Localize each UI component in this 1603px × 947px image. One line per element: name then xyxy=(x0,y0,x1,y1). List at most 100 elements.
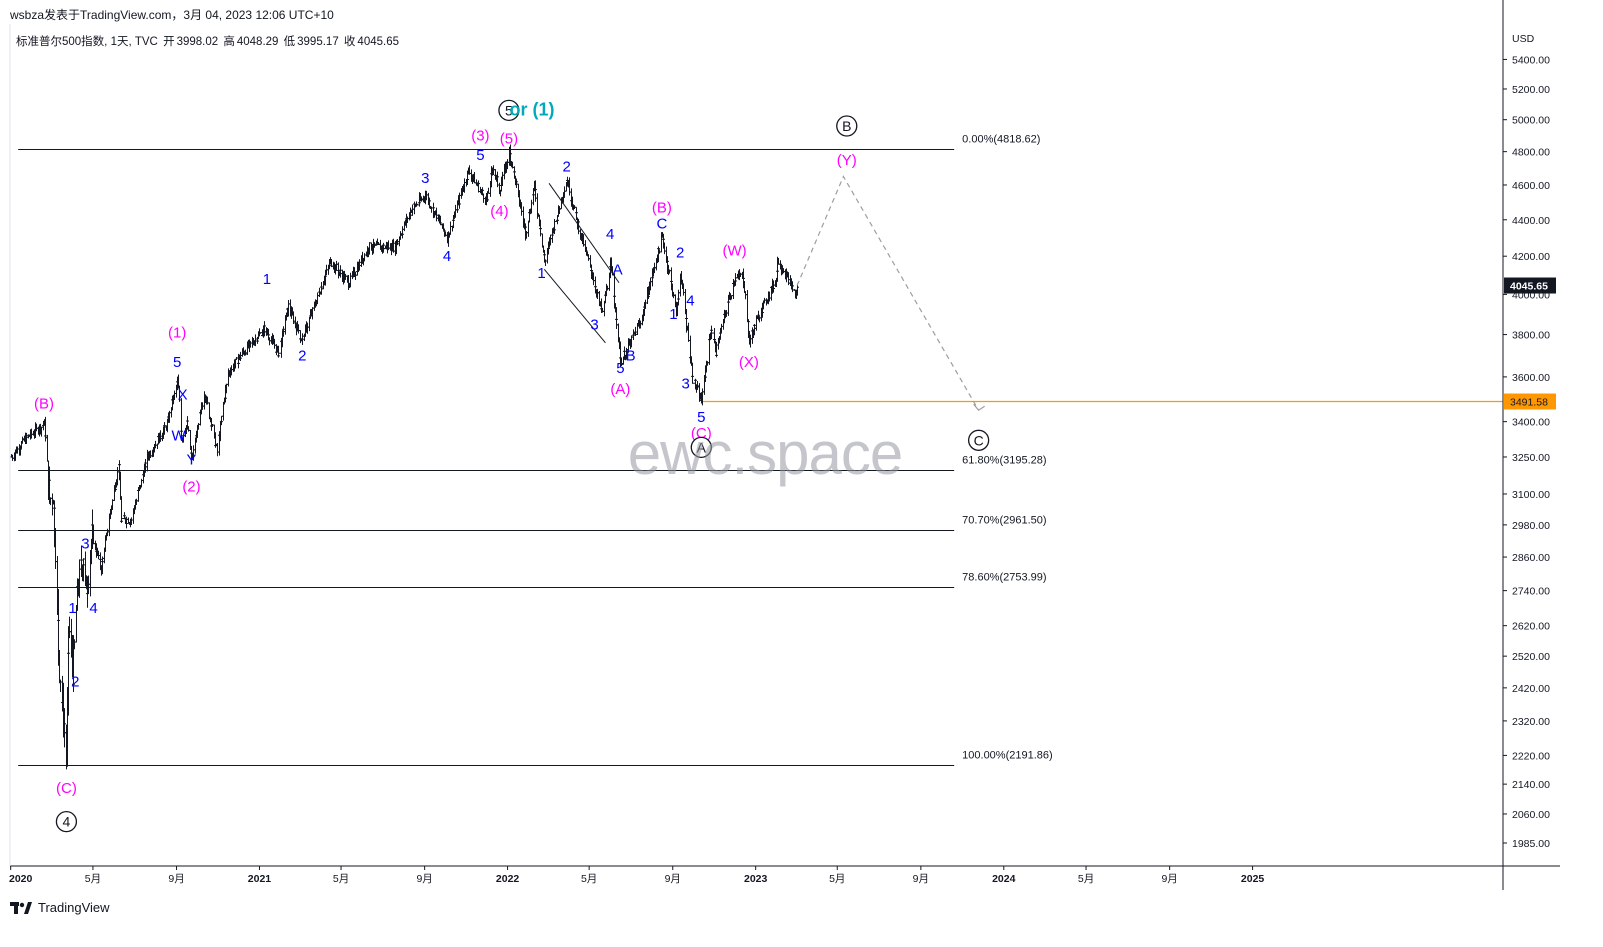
time-tick-label: 5月 xyxy=(333,873,349,885)
wave-label: 5 xyxy=(697,409,705,426)
wave-label: 4 xyxy=(686,292,694,309)
fib-level-label: 78.60%(2753.99) xyxy=(962,572,1046,584)
price-bar xyxy=(687,322,690,342)
price-bar xyxy=(308,316,311,332)
wave-label: 3 xyxy=(81,535,89,552)
time-tick-label: 9月 xyxy=(416,873,432,885)
symbol-title: 标准普尔500指数, 1天, TVC xyxy=(16,36,158,48)
price-bar xyxy=(487,187,490,194)
price-tick-label: 1985.00 xyxy=(1512,838,1550,850)
wedge-channel-lines xyxy=(543,182,620,344)
wave-label: 2 xyxy=(563,158,571,175)
wave-label: 4 xyxy=(606,226,614,243)
time-tick-label: 2023 xyxy=(744,873,768,885)
price-bar xyxy=(51,493,54,516)
price-bar xyxy=(277,352,280,358)
time-tick-label: 2021 xyxy=(248,873,272,885)
fib-level-label: 0.00%(4818.62) xyxy=(962,134,1040,146)
wave-label: X xyxy=(178,386,188,403)
ohlc-high-label: 高 xyxy=(223,36,235,48)
ohlc-close-label: 收 xyxy=(343,36,356,48)
price-tick-label: 3600.00 xyxy=(1512,372,1550,384)
price-tick-label: 2620.00 xyxy=(1512,621,1550,633)
price-bar xyxy=(553,219,556,233)
fib-level-label: 61.80%(3195.28) xyxy=(962,455,1046,467)
publisher-line: wsbza发表于TradingView.com，3月 04, 2023 12:0… xyxy=(10,8,334,22)
price-axis[interactable]: USD 5400.00 5200.00 5000.00 4800.00 4600.00 44… xyxy=(1502,0,1556,890)
price-tick-label: 5200.00 xyxy=(1512,84,1550,96)
price-bar xyxy=(415,202,418,207)
price-bar xyxy=(539,228,542,237)
price-bar xyxy=(744,291,747,300)
projection-arrowhead xyxy=(973,403,985,412)
price-bar xyxy=(363,253,366,262)
price-tick-label: 4400.00 xyxy=(1512,215,1550,227)
wave-label: 1 xyxy=(263,271,271,288)
price-bar xyxy=(208,402,211,420)
ohlc-close-value: 4045.65 xyxy=(357,36,399,48)
wave-label: A xyxy=(697,439,707,455)
projection-path xyxy=(796,175,985,412)
wave-label: (B) xyxy=(652,199,672,216)
symbol-legend: 标准普尔500指数, 1天, TVC 开 3998.02 高 4048.29 低 39… xyxy=(16,33,401,49)
wave-label: 5 xyxy=(476,147,484,164)
wave-label-circle xyxy=(836,115,858,137)
channel-line xyxy=(543,269,606,344)
price-tick-label: 2220.00 xyxy=(1512,750,1550,762)
ohlc-open-label: 开 xyxy=(163,36,175,48)
price-bar xyxy=(120,516,123,523)
last-price-tag-label: 4045.65 xyxy=(1510,281,1548,293)
time-tick-label: 2025 xyxy=(1241,873,1265,885)
price-bar xyxy=(222,401,225,421)
wave-label: (X) xyxy=(739,354,759,371)
ohlc-open-value: 3998.02 xyxy=(176,36,219,48)
price-tick-label: 2740.00 xyxy=(1512,586,1550,598)
price-tick-label: 2520.00 xyxy=(1512,651,1550,663)
time-axis[interactable]: 2020 5月 9月 2021 5月 9月 2022 5月 9月 2023 5月 9月 2024 5月 9月… xyxy=(9,24,1560,885)
price-axis-currency: USD xyxy=(1512,33,1535,45)
price-tick-label: 4200.00 xyxy=(1512,251,1550,263)
wave-label: 1 xyxy=(537,265,545,282)
wave-label: 1 xyxy=(68,600,76,617)
projection-dashed-line xyxy=(796,175,980,411)
wave-label: (1) xyxy=(168,325,186,342)
price-bar xyxy=(530,199,533,214)
wave-label: or (1) xyxy=(510,99,555,119)
wave-label: 4 xyxy=(89,600,97,617)
price-tick-label: 2140.00 xyxy=(1512,779,1550,791)
price-tick-label: 2320.00 xyxy=(1512,716,1550,728)
wave-label: 4 xyxy=(443,248,451,265)
wave-label: 2 xyxy=(71,673,79,690)
price-bar xyxy=(615,318,618,329)
orange-price-tag xyxy=(1504,393,1556,410)
wave-label: (W) xyxy=(723,243,747,260)
wave-label: 5 xyxy=(173,354,181,371)
wave-label: 3 xyxy=(421,170,429,187)
price-tick-label: 2060.00 xyxy=(1512,809,1550,821)
fib-level-label: 70.70%(2961.50) xyxy=(962,515,1046,527)
price-bar xyxy=(710,325,713,336)
ohlc-low-value: 3995.17 xyxy=(297,36,339,48)
price-bar xyxy=(449,221,452,235)
price-tick-label: 3400.00 xyxy=(1512,417,1550,429)
price-bar xyxy=(677,289,680,305)
price-tick-label: 3250.00 xyxy=(1512,452,1550,464)
footer-brand[interactable]: TradingView xyxy=(10,900,110,915)
wave-label: B xyxy=(842,118,851,134)
price-tick-label: 2420.00 xyxy=(1512,683,1550,695)
footer-brand-label: TradingView xyxy=(38,900,110,915)
time-tick-label: 2024 xyxy=(992,873,1016,885)
time-tick-label: 9月 xyxy=(913,873,929,885)
time-tick-label: 5月 xyxy=(85,873,101,885)
wave-label-circle xyxy=(967,429,990,451)
channel-line xyxy=(548,182,620,284)
price-tick-label: 4800.00 xyxy=(1512,147,1550,159)
wave-label: (B) xyxy=(34,395,54,412)
price-tick-label: 2860.00 xyxy=(1512,552,1550,564)
wave-label: 3 xyxy=(590,316,598,333)
wave-label: 5 xyxy=(616,360,624,377)
watermark-text: ewc.space xyxy=(627,420,903,487)
wave-label: 2 xyxy=(298,347,306,364)
